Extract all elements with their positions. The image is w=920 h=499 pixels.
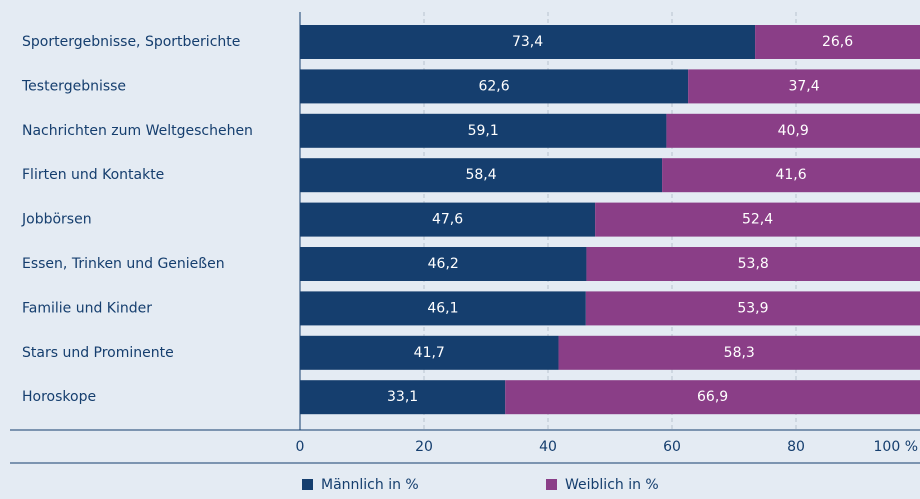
bar-segment (300, 380, 506, 415)
value-label: 59,1 (468, 123, 499, 139)
value-label: 66,9 (697, 389, 728, 405)
value-label: 40,9 (778, 123, 809, 139)
bar-segment (666, 113, 920, 148)
value-label: 53,8 (738, 256, 769, 272)
value-label: 33,1 (387, 389, 418, 405)
bar-segment (300, 291, 586, 326)
bar-segment (586, 247, 920, 281)
category-label: Horoskope (22, 389, 96, 405)
value-label: 41,6 (775, 167, 806, 183)
category-label: Nachrichten zum Weltgeschehen (22, 123, 253, 139)
value-label: 62,6 (478, 78, 509, 94)
bar-segment (755, 25, 920, 59)
value-label: 47,6 (432, 212, 463, 228)
value-label: 53,9 (737, 300, 768, 316)
bar-segment (595, 202, 920, 237)
bar-segment (300, 158, 663, 193)
value-label: 73,4 (512, 34, 543, 50)
bar-segment (300, 202, 596, 237)
category-label: Testergebnisse (21, 78, 126, 94)
x-tick-label: 0 (296, 439, 305, 455)
value-label: 58,3 (724, 345, 755, 361)
value-label: 58,4 (465, 167, 496, 183)
bar-segment (300, 25, 756, 59)
value-label: 46,2 (428, 256, 459, 272)
x-tick-label: 20 (415, 439, 433, 455)
value-label: 46,1 (427, 300, 458, 316)
category-label: Sportergebnisse, Sportberichte (22, 34, 240, 50)
bar-segment (300, 247, 587, 281)
bar-segment (585, 291, 920, 326)
value-label: 52,4 (742, 212, 773, 228)
legend-swatch (546, 479, 557, 490)
bar-segment (688, 69, 920, 104)
category-label: Familie und Kinder (22, 300, 152, 316)
legend-label: Weiblich in % (565, 477, 659, 493)
x-tick-label: 80 (787, 439, 805, 455)
x-tick-label: 60 (663, 439, 681, 455)
bar-segment (300, 335, 559, 370)
bar-segment (558, 335, 920, 370)
value-label: 37,4 (788, 78, 819, 94)
value-label: 41,7 (414, 345, 445, 361)
legend-label: Männlich in % (321, 477, 419, 493)
category-label: Flirten und Kontakte (22, 167, 164, 183)
x-tick-label: 100 % (874, 439, 918, 455)
value-label: 26,6 (822, 34, 853, 50)
legend-swatch (302, 479, 313, 490)
bar-segment (300, 69, 689, 104)
category-label: Essen, Trinken und Genießen (22, 256, 225, 272)
x-tick-label: 40 (539, 439, 557, 455)
category-label: Jobbörsen (21, 212, 92, 228)
category-label: Stars und Prominente (22, 345, 174, 361)
bar-segment (505, 380, 920, 415)
bar-segment (662, 158, 920, 193)
bar-segment (300, 113, 667, 148)
